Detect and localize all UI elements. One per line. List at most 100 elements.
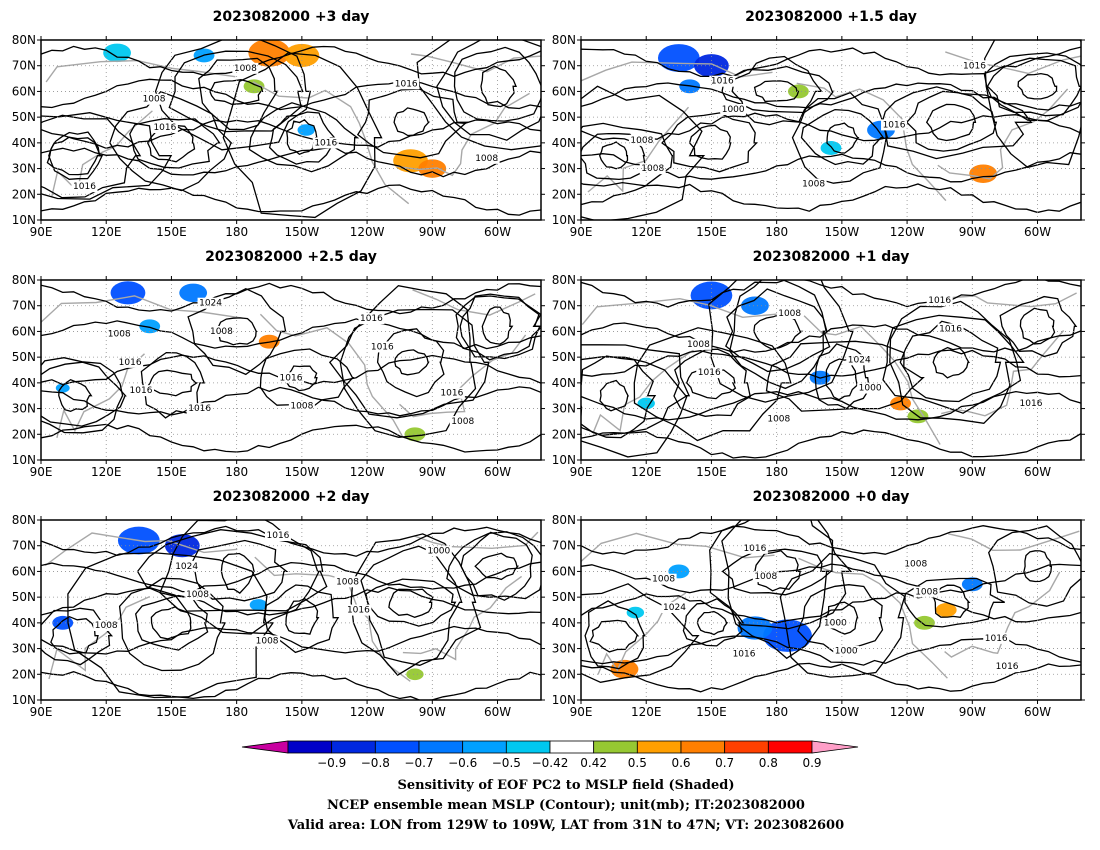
colorbar-cell [462, 740, 507, 754]
caption-line-3: Valid area: LON from 129W to 109W, LAT f… [287, 818, 844, 833]
colorbar-cell [767, 740, 813, 754]
contour-label: 1000 [835, 647, 858, 657]
colorbar-tick-label: 0.42 [580, 756, 607, 770]
lat-tick-label: 60N [552, 564, 576, 578]
contour-label-bg [881, 119, 908, 131]
contour-label-bg [393, 78, 420, 90]
shaded-region [406, 668, 424, 681]
lon-tick-label: 60W [484, 465, 511, 479]
contour-label: 1008 [256, 636, 279, 646]
contour-label: 1016 [371, 342, 394, 352]
lon-tick-label: 90W [959, 225, 986, 239]
contour-label: 1008 [778, 309, 801, 319]
contour-label-bg [117, 356, 144, 368]
lon-tick-label: 150W [824, 465, 859, 479]
contour-label-bg [685, 338, 712, 350]
lon-tick-label: 60W [1024, 705, 1051, 719]
contour-label-bg [741, 542, 768, 554]
lat-tick-label: 60N [552, 84, 576, 98]
lon-tick-label: 90E [570, 465, 593, 479]
contour-label-bg [752, 571, 779, 583]
contour-label-bg [822, 617, 849, 629]
lon-tick-label: 120W [890, 225, 925, 239]
shaded-region [626, 606, 645, 619]
contour-label: 1016 [928, 296, 951, 306]
lat-tick-label: 60N [12, 84, 36, 98]
lat-tick-label: 70N [12, 59, 36, 73]
lon-tick-label: 150E [696, 465, 727, 479]
lon-tick-label: 150E [156, 225, 187, 239]
map-panel-1: 2023082000 +3 day 1016 1016 1008 1016 1016 100… [12, 9, 545, 239]
contour-label: 1008 [767, 414, 790, 424]
gridlines [41, 280, 541, 460]
contour-label-bg [833, 645, 860, 657]
lat-tick-label: 60N [12, 324, 36, 338]
map-area: 1016 1008 1000 1016 1016 1008 1008 1024 1016 [581, 280, 1081, 460]
contour-label: 1016 [119, 358, 142, 368]
colorbar: −0.9 −0.8 −0.7 −0.6 −0.5 −0.42 0.42 0.5 0.6 0.7 0.… [241, 740, 859, 770]
colorbar-cell [593, 740, 638, 754]
contour-label-bg [358, 313, 385, 325]
contour-label: 1016 [996, 662, 1019, 672]
contour-label-bg [184, 589, 211, 601]
lon-tick-label: 180 [765, 465, 788, 479]
contour-label: 1016 [733, 649, 756, 659]
contour-label-bg [128, 385, 154, 397]
lon-tick-label: 150W [284, 225, 319, 239]
contour-label-bg [857, 382, 884, 394]
lon-tick-label: 150E [156, 705, 187, 719]
lat-tick-label: 70N [12, 539, 36, 553]
contour-label-bg [264, 530, 291, 541]
colorbar-cells [241, 740, 859, 754]
lon-tick-label: 180 [225, 465, 248, 479]
lat-tick-label: 80N [552, 33, 576, 47]
shaded-region [404, 427, 426, 442]
contour-label: 1008 [687, 340, 710, 350]
lat-tick-label: 70N [12, 299, 36, 313]
colorbar-tick-label: 0.9 [802, 756, 821, 770]
shaded-region [969, 164, 998, 183]
lat-tick-label: 50N [12, 350, 36, 364]
map-area: 1016 1016 1008 1016 1016 1008 1008 [41, 40, 541, 220]
lat-tick-label: 10N [552, 693, 576, 707]
contour-label: 1016 [440, 389, 463, 399]
lon-tick-label: 90E [570, 705, 593, 719]
isobar-contours [581, 520, 1081, 693]
shaded-region [243, 79, 265, 94]
lat-tick-label: 20N [552, 667, 576, 681]
lat-tick-label: 20N [552, 187, 576, 201]
contour-label: 1016 [153, 123, 176, 133]
map-panel-3: 2023082000 +2.5 day101610081008101610081… [12, 249, 545, 479]
caption: Sensitivity of EOF PC2 to MSLP field (Sh… [287, 778, 844, 833]
lon-tick-label: 180 [765, 225, 788, 239]
contour-label: 1016 [267, 531, 290, 541]
colorbar-tick-label: −0.7 [404, 756, 433, 770]
contour-label: 1016 [360, 314, 383, 324]
lat-tick-label: 80N [12, 33, 36, 47]
panel-frame [40, 279, 542, 461]
lat-tick-label: 60N [12, 564, 36, 578]
lat-tick-label: 80N [12, 273, 36, 287]
contour-label: 1000 [722, 105, 745, 115]
contour-label-bg [334, 576, 361, 588]
contour-label: 1016 [985, 634, 1008, 644]
map-area: 1008 1016 1016 1000 1008 1024 1008 1008 [41, 520, 541, 700]
contour-label: 1008 [143, 95, 166, 105]
shaded-region [284, 43, 320, 67]
contour-label: 1016 [347, 606, 370, 616]
contour-label: 1024 [848, 355, 871, 365]
colorbar-tick-label: −0.42 [532, 756, 569, 770]
lat-tick-label: 30N [552, 162, 576, 176]
lat-tick-label: 10N [12, 693, 36, 707]
map-area: 1016 1008 1008 1016 1008 1016 1024 1016 1016 1016… [41, 280, 541, 460]
colorbar-tick-label: −0.6 [448, 756, 477, 770]
contour-label: 1016 [743, 544, 766, 554]
contour-label-bg [800, 178, 827, 190]
contour-label: 1016 [883, 120, 906, 130]
contour-label: 1024 [175, 562, 198, 572]
lat-tick-label: 10N [12, 453, 36, 467]
shaded-region [103, 43, 131, 63]
contour-label: 1008 [641, 164, 664, 174]
colorbar-tick-label: 0.6 [671, 756, 690, 770]
contour-label-bg [902, 558, 929, 570]
